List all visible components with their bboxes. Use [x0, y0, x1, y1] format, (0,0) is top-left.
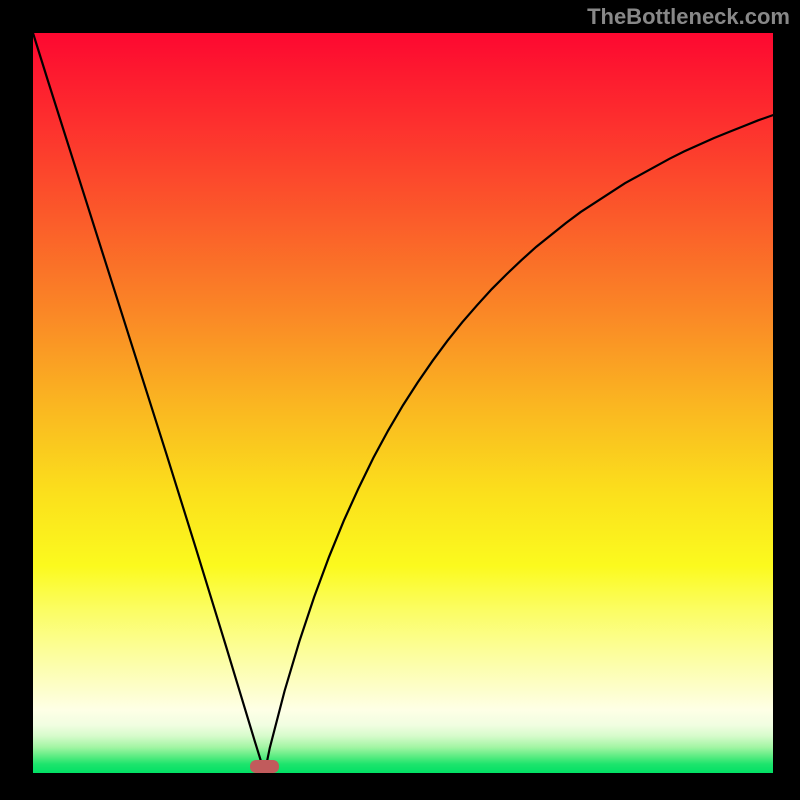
chart-container: TheBottleneck.com: [0, 0, 800, 800]
plot-area: [33, 33, 773, 773]
optimal-point-marker: [250, 760, 280, 773]
bottleneck-curve: [33, 33, 773, 773]
watermark-text: TheBottleneck.com: [587, 4, 790, 30]
